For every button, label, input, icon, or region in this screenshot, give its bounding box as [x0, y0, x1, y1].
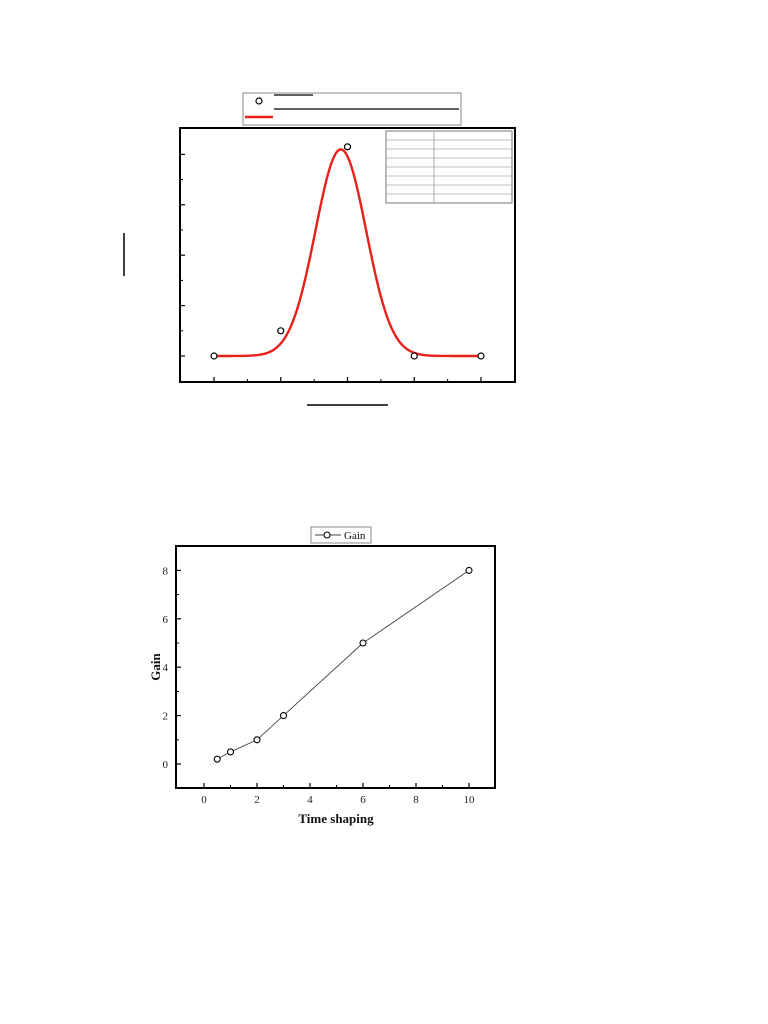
y-tick-label: 4	[163, 662, 169, 674]
series-line-gain	[217, 570, 470, 760]
y-tick-label: 2	[163, 711, 169, 723]
x-tick-label: 10	[464, 794, 476, 806]
legend-marker-points	[255, 97, 263, 105]
plot-frame	[175, 545, 496, 789]
x-tick-label: 2	[254, 794, 260, 806]
data-point-gain	[213, 755, 221, 763]
y-tick-label: 8	[163, 565, 169, 577]
data-point-gain	[279, 712, 288, 720]
data-point-gain	[465, 566, 473, 574]
y-tick-label: 0	[163, 759, 169, 771]
x-tick-label: 8	[413, 794, 419, 806]
data-point-gain	[359, 639, 367, 647]
data-point	[477, 352, 485, 360]
data-point-gain	[226, 748, 235, 756]
y-axis-title: Gain	[148, 653, 163, 681]
data-point	[343, 143, 352, 151]
data-point	[277, 327, 285, 335]
data-point-gain	[253, 736, 261, 744]
x-tick-label: 4	[307, 794, 313, 806]
gaussian-fit-chart	[123, 92, 516, 406]
y-tick-label: 6	[163, 614, 169, 626]
legend-label-gain: Gain	[344, 530, 366, 542]
x-tick-label: 0	[201, 794, 207, 806]
data-point	[210, 352, 218, 360]
data-point	[410, 352, 418, 360]
x-tick-label: 6	[360, 794, 366, 806]
legend-marker-gain	[323, 531, 331, 539]
x-axis-title: Time shaping	[298, 811, 374, 826]
fit-curve	[214, 148, 481, 358]
